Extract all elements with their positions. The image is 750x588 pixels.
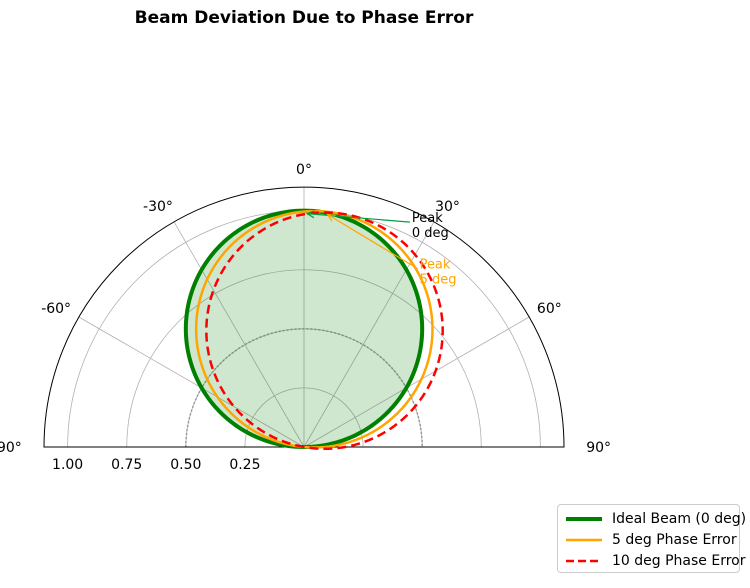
legend-item-10deg: 10 deg Phase Error [566,550,745,571]
theta-grid-line-4 [303,221,435,448]
theta-tick-label-4: 30° [435,199,460,215]
legend-label-5deg: 5 deg Phase Error [612,531,737,548]
theta-tick-label-2: -30° [143,199,173,215]
legend-swatch-ideal [566,516,602,521]
annotation-text-peak5-0: Peak [420,258,451,273]
r-tick-label-1: 0.50 [170,457,201,473]
theta-tick-label-5: 60° [537,301,562,317]
theta-grid-line-2 [173,221,305,448]
legend-item-5deg: 5 deg Phase Error [566,529,737,550]
annotation-arrowhead-peak5 [326,213,336,222]
r-tick-label-3: 1.00 [52,457,83,473]
theta-tick-label-1: -60° [41,301,71,317]
annotation-text-peak0-0: Peak [412,211,443,226]
series-line-2 [205,211,444,451]
theta-tick-label-6: 90° [586,440,611,456]
annotation-arrow-peak5 [327,214,418,270]
plot-area: -90° -60° -30° 0° 30° 60° 90° 0.25 0.50 0.75 1.00 P… [0,162,611,473]
reference-circle [185,328,423,448]
legend-item-ideal: Ideal Beam (0 deg) [566,508,746,529]
r-tick-label-0: 0.25 [229,457,260,473]
theta-tick-label-0: -90° [0,440,22,456]
annotation-text-peak5-1: 5 deg [420,273,457,288]
series-fill-0 [185,210,423,447]
annotation-arrowhead-peak0 [305,210,315,219]
legend-swatch-10deg [566,559,602,562]
polar-frame [43,186,565,448]
theta-tick-label-3: 0° [296,162,312,178]
legend: Ideal Beam (0 deg) 5 deg Phase Error 10 … [557,504,746,573]
legend-label-ideal: Ideal Beam (0 deg) [612,510,747,527]
r-tick-label-2: 0.75 [111,457,142,473]
legend-label-10deg: 10 deg Phase Error [612,552,746,569]
chart-title: Beam Deviation Due to Phase Error [135,8,474,28]
legend-swatch-5deg [566,538,602,541]
theta-grid-line-5 [303,316,530,448]
annotation-arrow-peak0 [306,213,410,223]
theta-grid-line-1 [78,316,305,448]
annotation-text-peak0-1: 0 deg [412,226,449,241]
